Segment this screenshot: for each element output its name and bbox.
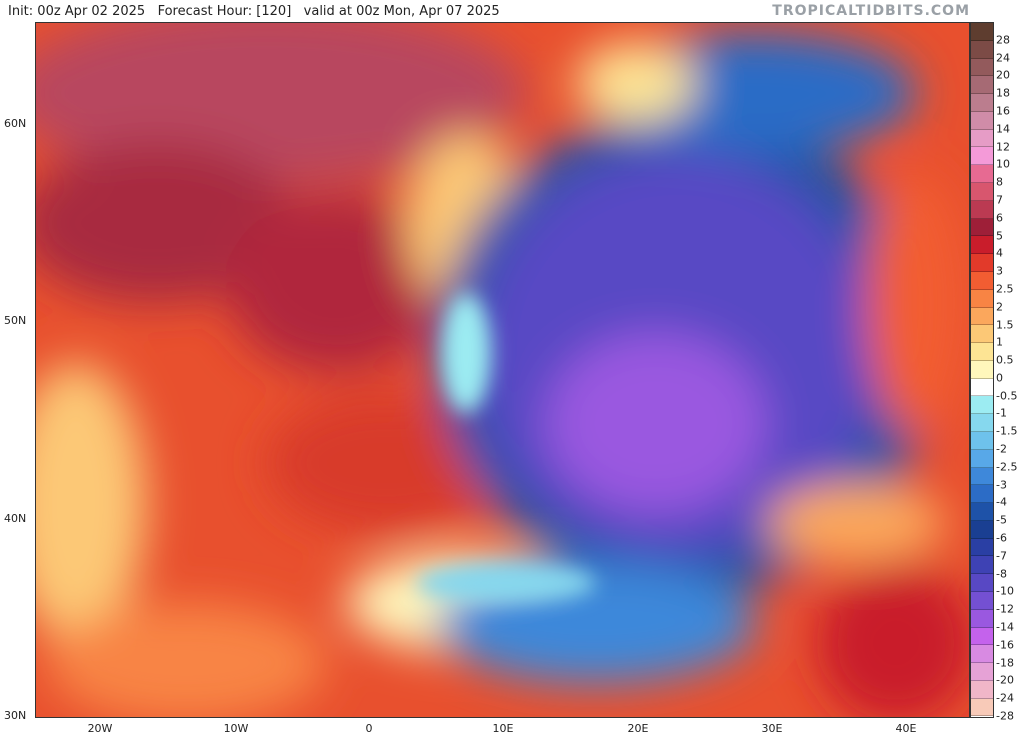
colorbar-segment: [971, 556, 993, 575]
colorbar-label: -10: [996, 584, 1014, 598]
colorbar-segment: [971, 165, 993, 184]
colorbar-label: 24: [996, 51, 1010, 65]
colorbar: [970, 22, 994, 718]
colorbar-label: 16: [996, 104, 1010, 118]
colorbar-segment: [971, 592, 993, 610]
lat-label: 50N: [4, 314, 27, 327]
colorbar-label: -0.5: [996, 389, 1018, 403]
colorbar-label: -5: [996, 513, 1007, 527]
colorbar-segment: [971, 325, 993, 344]
colorbar-label: 6: [996, 211, 1003, 225]
colorbar-label: 2: [996, 300, 1003, 314]
colorbar-segment: [971, 271, 993, 290]
colorbar-label: 28: [996, 33, 1010, 47]
colorbar-segment: [971, 76, 993, 95]
colorbar-segment: [971, 23, 993, 41]
colorbar-segment: [971, 378, 993, 397]
colorbar-label: -6: [996, 531, 1007, 545]
colorbar-segment: [971, 147, 993, 166]
colorbar-label: -16: [996, 638, 1014, 652]
colorbar-label: -20: [996, 673, 1014, 687]
colorbar-segment: [971, 574, 993, 592]
colorbar-segment: [971, 289, 993, 308]
colorbar-segment: [971, 645, 993, 664]
map-field: [36, 23, 969, 717]
colorbar-label: 8: [996, 175, 1003, 189]
anomaly-map: [35, 22, 970, 718]
colorbar-label: 10: [996, 157, 1010, 171]
colorbar-label: 3: [996, 264, 1003, 278]
colorbar-label: -24: [996, 691, 1014, 705]
colorbar-segment: [971, 627, 993, 646]
colorbar-label: -2.5: [996, 460, 1018, 474]
colorbar-segment: [971, 609, 993, 628]
colorbar-label: 5: [996, 229, 1003, 243]
colorbar-label: -8: [996, 567, 1007, 581]
colorbar-segment: [971, 218, 993, 237]
colorbar-label: -14: [996, 620, 1014, 634]
lon-label: 10W: [223, 722, 249, 735]
colorbar-label: 1.5: [996, 318, 1014, 331]
colorbar-label: -4: [996, 495, 1007, 509]
colorbar-segment: [971, 449, 993, 468]
colorbar-segment: [971, 40, 993, 59]
colorbar-label: 20: [996, 68, 1010, 82]
lon-label: 40E: [895, 722, 917, 735]
colorbar-label: 1: [996, 335, 1003, 349]
colorbar-segment: [971, 431, 993, 450]
lon-label: 10E: [492, 722, 514, 735]
colorbar-segment: [971, 467, 993, 486]
lon-label: 0: [365, 722, 373, 735]
colorbar-label: -1: [996, 406, 1007, 420]
colorbar-label: -28: [996, 709, 1014, 723]
colorbar-segment: [971, 129, 993, 148]
lat-label: 60N: [4, 117, 27, 130]
colorbar-segment: [971, 698, 993, 717]
colorbar-label: 14: [996, 122, 1010, 136]
colorbar-label: -2: [996, 442, 1007, 456]
colorbar-segment: [971, 360, 993, 379]
colorbar-label: 4: [996, 246, 1003, 260]
lon-label: 20W: [87, 722, 113, 735]
colorbar-label: -7: [996, 549, 1007, 563]
colorbar-segment: [971, 680, 993, 699]
forecast-info: Init: 00z Apr 02 2025 Forecast Hour: [12…: [8, 4, 500, 19]
colorbar-segment: [971, 520, 993, 539]
colorbar-segment: [971, 503, 993, 521]
colorbar-label: -3: [996, 478, 1007, 492]
colorbar-label: 0.5: [996, 353, 1014, 367]
colorbar-label: 18: [996, 86, 1010, 100]
colorbar-label: 7: [996, 193, 1003, 207]
colorbar-segment: [971, 236, 993, 255]
lon-label: 30E: [761, 722, 783, 735]
colorbar-label: 2.5: [996, 282, 1014, 296]
lat-label: 40N: [4, 512, 27, 525]
colorbar-segment: [971, 111, 993, 130]
colorbar-label: 0: [996, 371, 1003, 385]
colorbar-segment: [971, 343, 993, 361]
colorbar-segment: [971, 200, 993, 219]
colorbar-segment: [971, 485, 993, 504]
colorbar-segment: [971, 307, 993, 326]
colorbar-segment: [971, 396, 993, 415]
colorbar-segment: [971, 414, 993, 432]
colorbar-segment: [971, 254, 993, 272]
colorbar-label: -12: [996, 602, 1014, 616]
colorbar-segment: [971, 663, 993, 681]
colorbar-label: -18: [996, 656, 1014, 670]
lon-label: 20E: [627, 722, 649, 735]
colorbar-segment: [971, 94, 993, 112]
colorbar-label: -1.5: [996, 424, 1018, 438]
watermark: TROPICALTIDBITS.COM: [772, 3, 970, 19]
colorbar-segment: [971, 538, 993, 557]
lat-label: 30N: [4, 709, 27, 722]
colorbar-segment: [971, 58, 993, 77]
colorbar-label: 12: [996, 140, 1010, 154]
colorbar-segment: [971, 183, 993, 201]
